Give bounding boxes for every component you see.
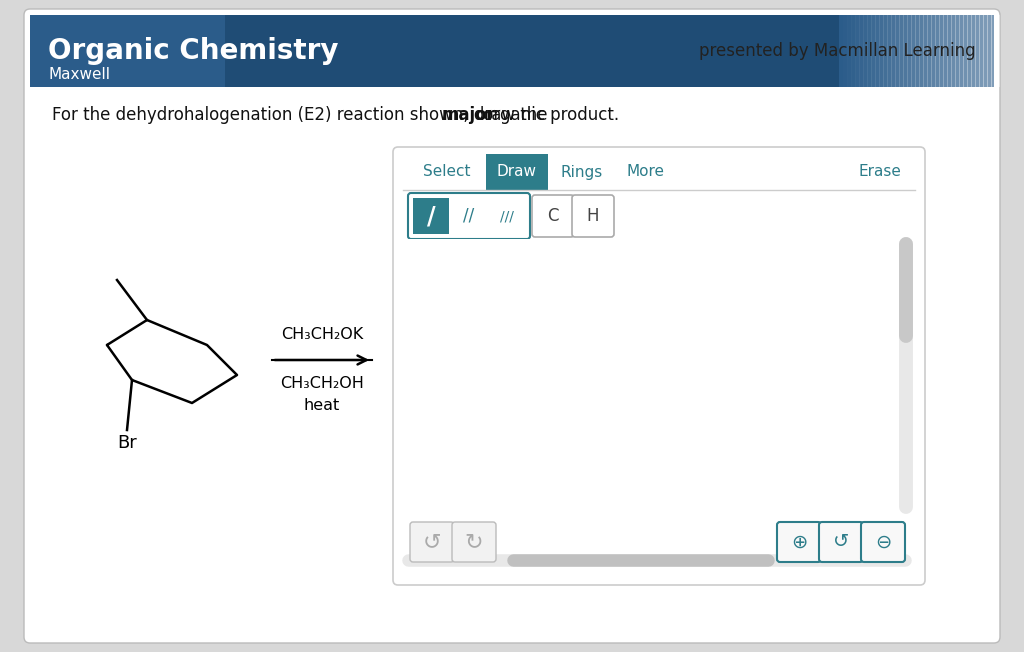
Text: Br: Br <box>117 434 137 452</box>
Bar <box>486 154 548 190</box>
Bar <box>911 15 916 87</box>
Bar <box>899 15 904 87</box>
Text: ↺: ↺ <box>833 533 849 552</box>
Bar <box>987 15 992 87</box>
Bar <box>983 15 988 87</box>
Bar <box>995 15 1000 87</box>
Bar <box>935 15 940 87</box>
Bar <box>843 15 848 87</box>
Bar <box>839 15 844 87</box>
Bar <box>855 15 860 87</box>
Bar <box>931 15 936 87</box>
Bar <box>847 15 852 87</box>
FancyBboxPatch shape <box>452 522 496 562</box>
Text: For the dehydrohalogenation (E2) reaction shown, draw the: For the dehydrohalogenation (E2) reactio… <box>52 106 553 124</box>
Bar <box>403 239 915 512</box>
Text: H: H <box>587 207 599 225</box>
Bar <box>955 15 961 87</box>
FancyBboxPatch shape <box>532 195 574 237</box>
Text: ///: /// <box>500 209 514 223</box>
Bar <box>887 15 892 87</box>
Text: CH₃CH₂OH: CH₃CH₂OH <box>280 376 364 391</box>
Bar <box>975 15 980 87</box>
Bar <box>891 15 896 87</box>
Text: Select: Select <box>423 164 471 179</box>
Bar <box>943 15 948 87</box>
Text: Organic Chemistry: Organic Chemistry <box>48 37 339 65</box>
Bar <box>927 15 932 87</box>
Bar <box>895 15 900 87</box>
Bar <box>879 15 884 87</box>
FancyBboxPatch shape <box>24 9 1000 643</box>
Bar <box>923 15 928 87</box>
Bar <box>867 15 872 87</box>
Text: major: major <box>441 106 496 124</box>
FancyBboxPatch shape <box>861 522 905 562</box>
Text: ↺: ↺ <box>423 532 441 552</box>
Text: Draw: Draw <box>497 164 537 179</box>
Bar <box>939 15 944 87</box>
Bar <box>991 15 996 87</box>
Text: ↻: ↻ <box>465 532 483 552</box>
Bar <box>30 15 994 87</box>
FancyBboxPatch shape <box>410 522 454 562</box>
Bar <box>883 15 888 87</box>
Bar <box>915 15 920 87</box>
Text: ⊕: ⊕ <box>791 533 807 552</box>
Text: heat: heat <box>304 398 340 413</box>
Text: Maxwell: Maxwell <box>48 67 110 82</box>
Text: organic product.: organic product. <box>478 106 618 124</box>
Text: ⊖: ⊖ <box>874 533 891 552</box>
Bar <box>963 15 968 87</box>
Bar <box>903 15 908 87</box>
FancyBboxPatch shape <box>777 522 821 562</box>
Text: Rings: Rings <box>561 164 603 179</box>
Bar <box>734 15 994 87</box>
Bar <box>951 15 956 87</box>
Bar <box>971 15 976 87</box>
Bar <box>947 15 952 87</box>
Bar <box>907 15 912 87</box>
Bar <box>959 15 964 87</box>
Bar <box>967 15 972 87</box>
Bar <box>859 15 864 87</box>
Bar <box>919 15 924 87</box>
FancyBboxPatch shape <box>393 147 925 585</box>
Text: Erase: Erase <box>858 164 901 179</box>
Bar <box>871 15 876 87</box>
Text: C: C <box>547 207 559 225</box>
Bar <box>863 15 868 87</box>
Bar <box>979 15 984 87</box>
FancyBboxPatch shape <box>819 522 863 562</box>
FancyBboxPatch shape <box>572 195 614 237</box>
Text: //: // <box>464 207 475 225</box>
Bar <box>225 15 839 87</box>
FancyBboxPatch shape <box>408 193 530 239</box>
Text: More: More <box>626 164 664 179</box>
Bar <box>874 15 880 87</box>
Bar <box>851 15 856 87</box>
Bar <box>413 198 449 234</box>
Text: /: / <box>427 204 435 228</box>
Text: presented by Macmillan Learning: presented by Macmillan Learning <box>699 42 976 60</box>
Text: CH₃CH₂OK: CH₃CH₂OK <box>281 327 364 342</box>
